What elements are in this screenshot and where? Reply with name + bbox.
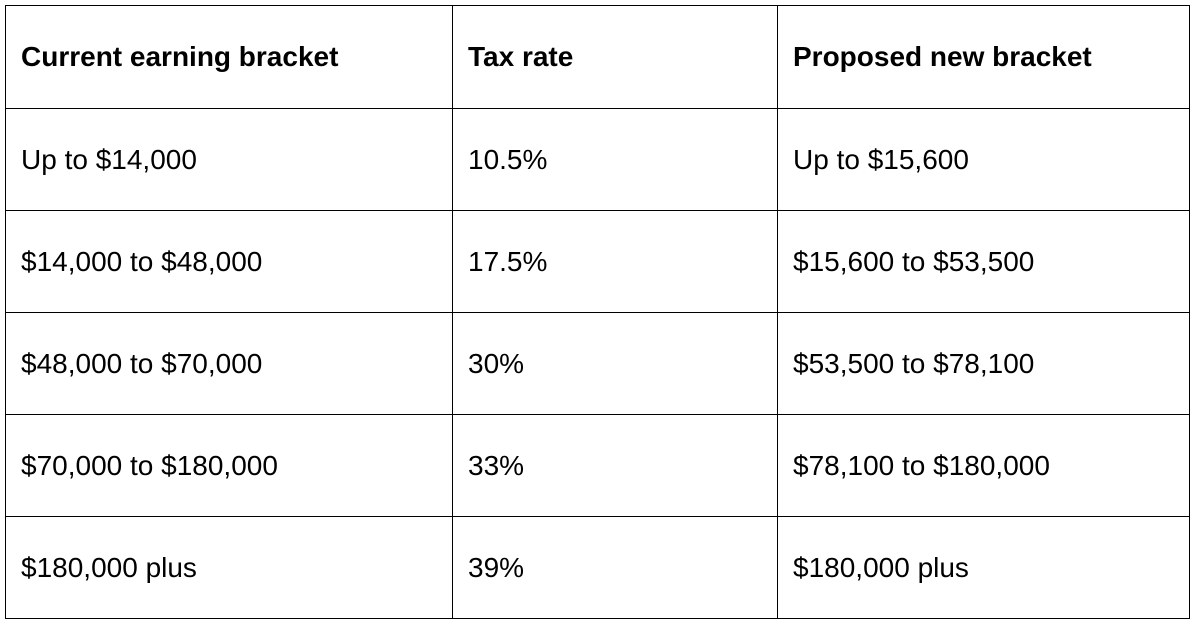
header-tax-rate: Tax rate bbox=[453, 6, 778, 109]
current-bracket-cell: $48,000 to $70,000 bbox=[6, 313, 453, 415]
tax-rate-cell: 17.5% bbox=[453, 211, 778, 313]
table-row: $14,000 to $48,000 17.5% $15,600 to $53,… bbox=[6, 211, 1190, 313]
proposed-bracket-cell: Up to $15,600 bbox=[778, 109, 1190, 211]
current-bracket-cell: Up to $14,000 bbox=[6, 109, 453, 211]
tax-rate-cell: 30% bbox=[453, 313, 778, 415]
proposed-bracket-cell: $15,600 to $53,500 bbox=[778, 211, 1190, 313]
header-current-earning-bracket: Current earning bracket bbox=[6, 6, 453, 109]
proposed-bracket-cell: $180,000 plus bbox=[778, 517, 1190, 619]
tax-rate-cell: 39% bbox=[453, 517, 778, 619]
tax-rate-cell: 10.5% bbox=[453, 109, 778, 211]
proposed-bracket-cell: $78,100 to $180,000 bbox=[778, 415, 1190, 517]
tax-rate-cell: 33% bbox=[453, 415, 778, 517]
current-bracket-cell: $14,000 to $48,000 bbox=[6, 211, 453, 313]
table-row: $70,000 to $180,000 33% $78,100 to $180,… bbox=[6, 415, 1190, 517]
tax-bracket-table: Current earning bracket Tax rate Propose… bbox=[5, 5, 1190, 619]
header-proposed-new-bracket: Proposed new bracket bbox=[778, 6, 1190, 109]
table-row: $180,000 plus 39% $180,000 plus bbox=[6, 517, 1190, 619]
table-header-row: Current earning bracket Tax rate Propose… bbox=[6, 6, 1190, 109]
current-bracket-cell: $70,000 to $180,000 bbox=[6, 415, 453, 517]
current-bracket-cell: $180,000 plus bbox=[6, 517, 453, 619]
table-row: Up to $14,000 10.5% Up to $15,600 bbox=[6, 109, 1190, 211]
proposed-bracket-cell: $53,500 to $78,100 bbox=[778, 313, 1190, 415]
table-row: $48,000 to $70,000 30% $53,500 to $78,10… bbox=[6, 313, 1190, 415]
